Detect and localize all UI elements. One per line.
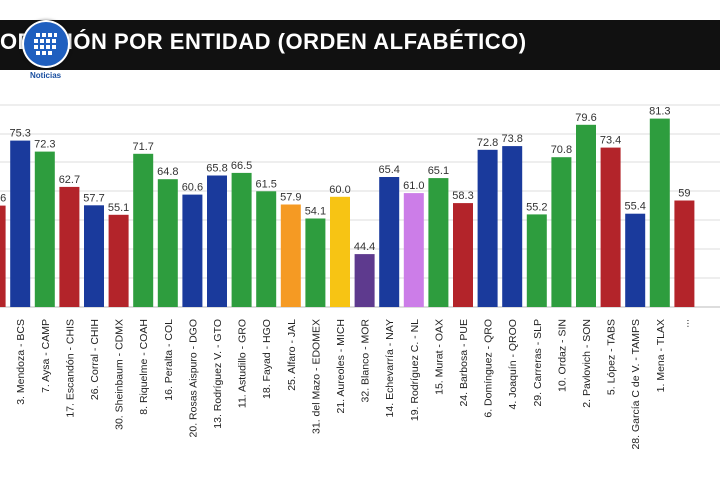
category-tick-label: 28. García C de V. - TAMPS: [630, 319, 642, 450]
bar: [0, 205, 6, 307]
value-label: 73.4: [600, 135, 621, 147]
chart-tick-labels: ... - AGS27. Bonilla - BC3. Mendoza - BC…: [0, 319, 691, 450]
bar: [477, 149, 498, 307]
bar: [625, 213, 646, 307]
chart-value-labels: .257.675.372.362.757.755.171.764.860.665…: [0, 106, 691, 254]
value-label: 55.4: [624, 201, 645, 213]
bar: [108, 214, 129, 307]
value-label: 59: [678, 188, 690, 200]
value-label: 61.0: [403, 180, 424, 192]
news-logo-icon: [24, 22, 68, 66]
bar: [428, 178, 449, 307]
category-tick-label: 1. Mena - TLAX: [655, 319, 667, 392]
bar: [59, 186, 80, 307]
value-label: 72.8: [477, 137, 498, 149]
bar: [330, 196, 350, 307]
category-tick-label: 25. Alfaro - JAL: [286, 319, 298, 391]
category-tick-label: 32. Blanco - MOR: [360, 319, 372, 403]
value-label: 44.4: [354, 241, 375, 253]
value-label: 60.6: [182, 182, 203, 194]
value-label: 55.2: [526, 201, 547, 213]
bar: [649, 118, 670, 307]
bar: [133, 153, 154, 307]
chart-bars: [0, 118, 695, 307]
bar: [231, 172, 252, 307]
category-tick-label: 6. Domínguez - QRO: [483, 319, 495, 418]
value-label: 71.7: [132, 141, 153, 153]
category-tick-label: 30. Sheinbaum - CDMX: [114, 319, 126, 430]
category-tick-label: 7. Aysa - CAMP: [40, 319, 52, 393]
category-tick-label: 3. Mendoza - BCS: [15, 319, 27, 405]
value-label: 66.5: [231, 160, 252, 172]
value-label: 58.3: [452, 190, 473, 202]
value-label: 57.9: [280, 192, 301, 204]
bar: [10, 140, 31, 307]
bar: [256, 191, 277, 307]
category-tick-label: 21. Aureoles - MICH: [335, 319, 347, 414]
category-tick-label: 2. Pavlovich - SON: [581, 319, 593, 408]
bar: [403, 193, 424, 307]
category-tick-label: 29. Carreras - SLP: [532, 319, 544, 407]
category-tick-label: 27. Bonilla - BC: [0, 319, 3, 392]
value-label: 79.6: [575, 112, 596, 124]
bar: [84, 205, 104, 307]
category-tick-label: 8. Riquelme - COAH: [138, 319, 150, 415]
bar: [600, 147, 621, 307]
news-logo-label: Noticias: [30, 71, 62, 80]
category-tick-label: 15. Murat - OAX: [433, 319, 445, 395]
bar: [502, 146, 523, 307]
bar: [280, 204, 301, 307]
bar: [551, 157, 572, 307]
category-tick-label: 16. Peralta - COL: [163, 319, 175, 401]
value-label: 75.3: [9, 128, 30, 140]
value-label: 57.6: [0, 193, 6, 205]
bar: [207, 175, 227, 307]
bar: [354, 254, 375, 307]
bar: [453, 203, 473, 307]
chart-title: OBACIÓN POR ENTIDAD (ORDEN ALFABÉTICO): [0, 29, 527, 54]
value-label: 64.8: [157, 166, 178, 178]
value-label: 55.1: [108, 202, 129, 214]
category-tick-label: 10. Ordaz - SIN: [556, 319, 568, 392]
value-label: 65.4: [378, 164, 399, 176]
value-label: 72.3: [34, 139, 55, 151]
category-tick-label: 5. López - TABS: [606, 319, 618, 395]
category-tick-label: 18. Fayad - HGO: [261, 319, 273, 399]
value-label: 65.8: [206, 163, 227, 175]
category-tick-label: 24. Barbosa - PUE: [458, 319, 470, 407]
category-tick-label: 13. Rodríguez V. - GTO: [212, 319, 224, 429]
category-tick-label: ...: [679, 319, 691, 328]
value-label: 60.0: [329, 184, 350, 196]
value-label: 81.3: [649, 106, 670, 118]
bar: [157, 179, 178, 307]
category-tick-label: 26. Corral - CHIH: [89, 319, 101, 400]
bar: [526, 214, 547, 307]
value-label: 57.7: [83, 192, 104, 204]
news-logo: [22, 20, 70, 68]
category-tick-label: 19. Rodríguez C. - NL: [409, 319, 421, 421]
bar: [305, 218, 326, 307]
category-tick-label: 14. Echevarría - NAY: [384, 319, 396, 417]
category-tick-label: 4. Joaquín - QROO: [507, 319, 519, 409]
category-tick-label: 20. Rosas Aispuro - DGO: [187, 319, 199, 437]
category-tick-label: 17. Escandón - CHIS: [64, 319, 76, 418]
value-label: 62.7: [59, 174, 80, 186]
value-label: 65.1: [428, 165, 449, 177]
value-label: 70.8: [551, 144, 572, 156]
value-label: 54.1: [305, 206, 326, 218]
bar: [182, 194, 203, 307]
title-bar: OBACIÓN POR ENTIDAD (ORDEN ALFABÉTICO): [0, 20, 720, 70]
bar: [379, 177, 400, 307]
bar: [674, 200, 695, 307]
category-tick-label: 31. del Mazo - EDOMEX: [310, 319, 322, 434]
value-label: 61.5: [255, 178, 276, 190]
bar: [34, 151, 55, 307]
bar: [576, 124, 596, 307]
value-label: 73.8: [501, 133, 522, 145]
category-tick-label: 11. Astudillo - GRO: [237, 319, 249, 408]
